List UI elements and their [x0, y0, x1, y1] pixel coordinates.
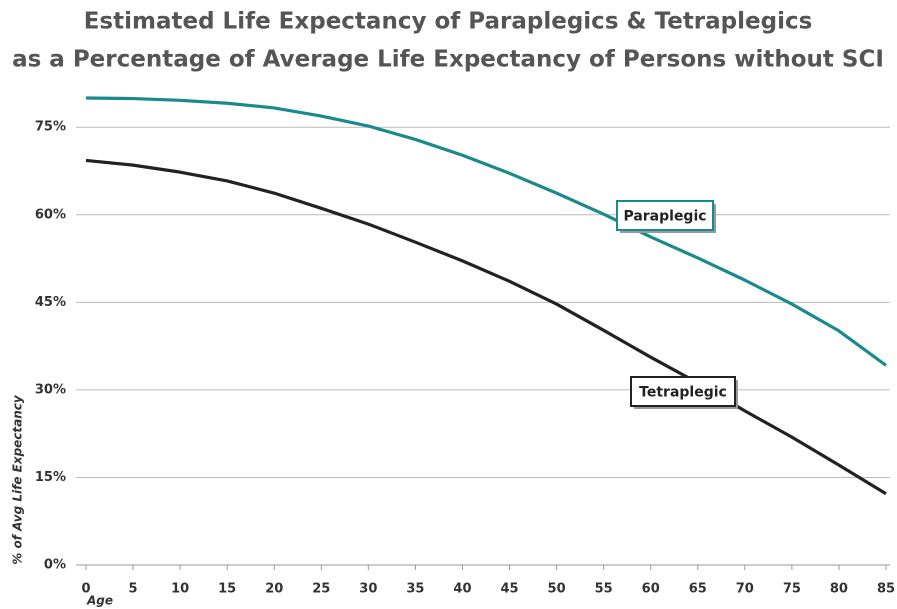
x-tick-label: 50	[548, 582, 566, 597]
x-tick-label: 75	[783, 582, 801, 597]
x-tick-label: 30	[359, 582, 377, 597]
series-line	[85, 158, 887, 496]
x-tick-label: 35	[406, 582, 424, 597]
label-box	[616, 200, 714, 231]
y-axis-label: % of Avg Life Expectancy	[11, 394, 25, 565]
y-tick-label: 0%	[44, 558, 66, 573]
x-tick-label: 15	[218, 582, 236, 597]
x-tick-label: 55	[595, 582, 613, 597]
x-axis-label: Age	[86, 594, 113, 608]
x-tick-label: 60	[642, 582, 660, 597]
y-tick-label: 15%	[35, 470, 66, 485]
y-tick-label: 60%	[35, 207, 66, 222]
chart-title: as a Percentage of Average Life Expectan…	[12, 47, 884, 73]
x-tick-label: 70	[736, 582, 754, 597]
series-label: Paraplegic	[623, 209, 706, 225]
x-tick-label: 85	[877, 582, 895, 597]
x-tick-label: 20	[265, 582, 283, 597]
y-tick-label: 45%	[35, 295, 66, 310]
chart-title: Estimated Life Expectancy of Paraplegics…	[84, 9, 813, 35]
label-box	[630, 376, 736, 407]
y-tick-label: 75%	[35, 120, 66, 135]
x-tick-label: 40	[453, 582, 471, 597]
x-tick-label: 80	[830, 582, 848, 597]
x-tick-label: 5	[129, 582, 138, 597]
x-tick-label: 65	[689, 582, 707, 597]
y-tick-label: 30%	[35, 382, 66, 397]
x-tick-label: 0	[81, 582, 90, 597]
series-line	[85, 96, 887, 367]
series-label: Tetraplegic	[639, 385, 727, 401]
x-tick-label: 10	[171, 582, 189, 597]
x-tick-label: 45	[500, 582, 518, 597]
x-tick-label: 25	[312, 582, 330, 597]
